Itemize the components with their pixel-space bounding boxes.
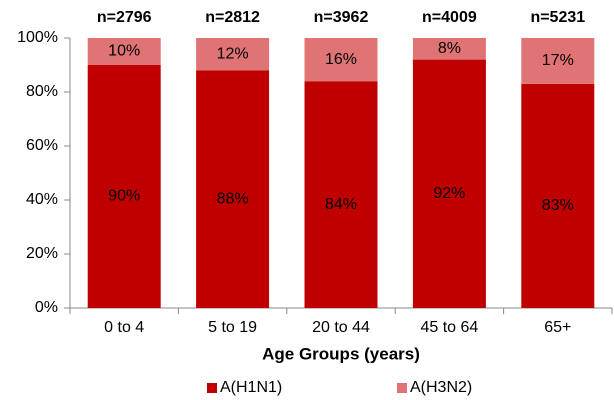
bar-segment [196,70,270,309]
sample-size-label: n=2796 [97,9,152,26]
legend-label: A(H3N2) [410,379,472,396]
data-label: 88% [217,190,249,207]
data-label: 12% [217,45,249,62]
y-tick-label: 60% [26,137,58,154]
bar-segment [304,81,378,308]
x-tick-label: 5 to 19 [208,319,257,336]
legend-swatch [397,383,407,393]
bar-segment [521,83,595,309]
sample-size-label: n=4009 [422,9,477,26]
bar-segment [412,59,486,308]
data-label: 8% [438,40,461,57]
bar-segment [87,65,161,308]
x-axis-title: Age Groups (years) [262,344,420,363]
data-label: 10% [108,43,140,60]
data-label: 17% [542,52,574,69]
data-label: 92% [433,185,465,202]
y-tick-label: 80% [26,83,58,100]
x-tick-label: 0 to 4 [104,319,144,336]
legend-label: A(H1N1) [220,379,282,396]
x-tick-label: 65+ [544,319,571,336]
data-label: 84% [325,196,357,213]
data-label: 83% [542,197,574,214]
bar-segment [304,38,378,82]
bar-segment [87,38,161,65]
data-label: 16% [325,51,357,68]
y-tick-label: 100% [17,29,58,46]
sample-size-label: n=3962 [314,9,369,26]
legend-swatch [207,383,217,393]
x-tick-label: 45 to 64 [420,319,478,336]
bar-segment [521,38,595,84]
y-tick-label: 20% [26,245,58,262]
sample-size-label: n=5231 [530,9,585,26]
bar-segment [412,38,486,60]
sample-size-label: n=2812 [205,9,260,26]
data-label: 90% [108,188,140,205]
bar-segment [196,38,270,71]
x-tick-label: 20 to 44 [312,319,370,336]
y-tick-label: 0% [35,299,58,316]
y-tick-label: 40% [26,191,58,208]
